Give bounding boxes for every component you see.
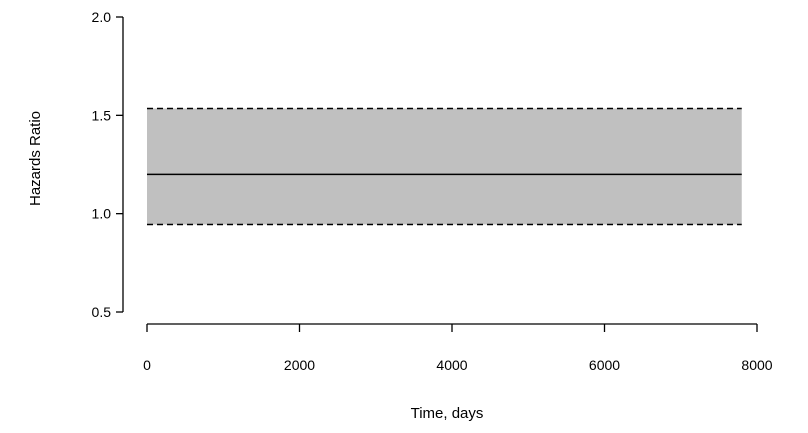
x-axis: 0 2000 4000 6000 8000: [143, 323, 773, 373]
y-tick-label: 1.0: [92, 206, 112, 222]
y-tick-label: 2.0: [92, 9, 112, 25]
plot-area: [147, 107, 742, 226]
x-tick-label: 6000: [589, 357, 620, 373]
confidence-band: [147, 108, 742, 225]
y-axis-title: Hazards Ratio: [27, 111, 44, 206]
x-axis-title: Time, days: [411, 405, 484, 422]
x-tick-label: 0: [143, 357, 151, 373]
y-tick-label: 0.5: [92, 304, 112, 320]
x-tick-label: 4000: [436, 357, 467, 373]
y-tick-label: 1.5: [92, 107, 112, 123]
x-tick-label: 8000: [741, 357, 772, 373]
y-axis: 0.5 1.0 1.5 2.0: [92, 9, 124, 320]
x-tick-label: 2000: [284, 357, 315, 373]
